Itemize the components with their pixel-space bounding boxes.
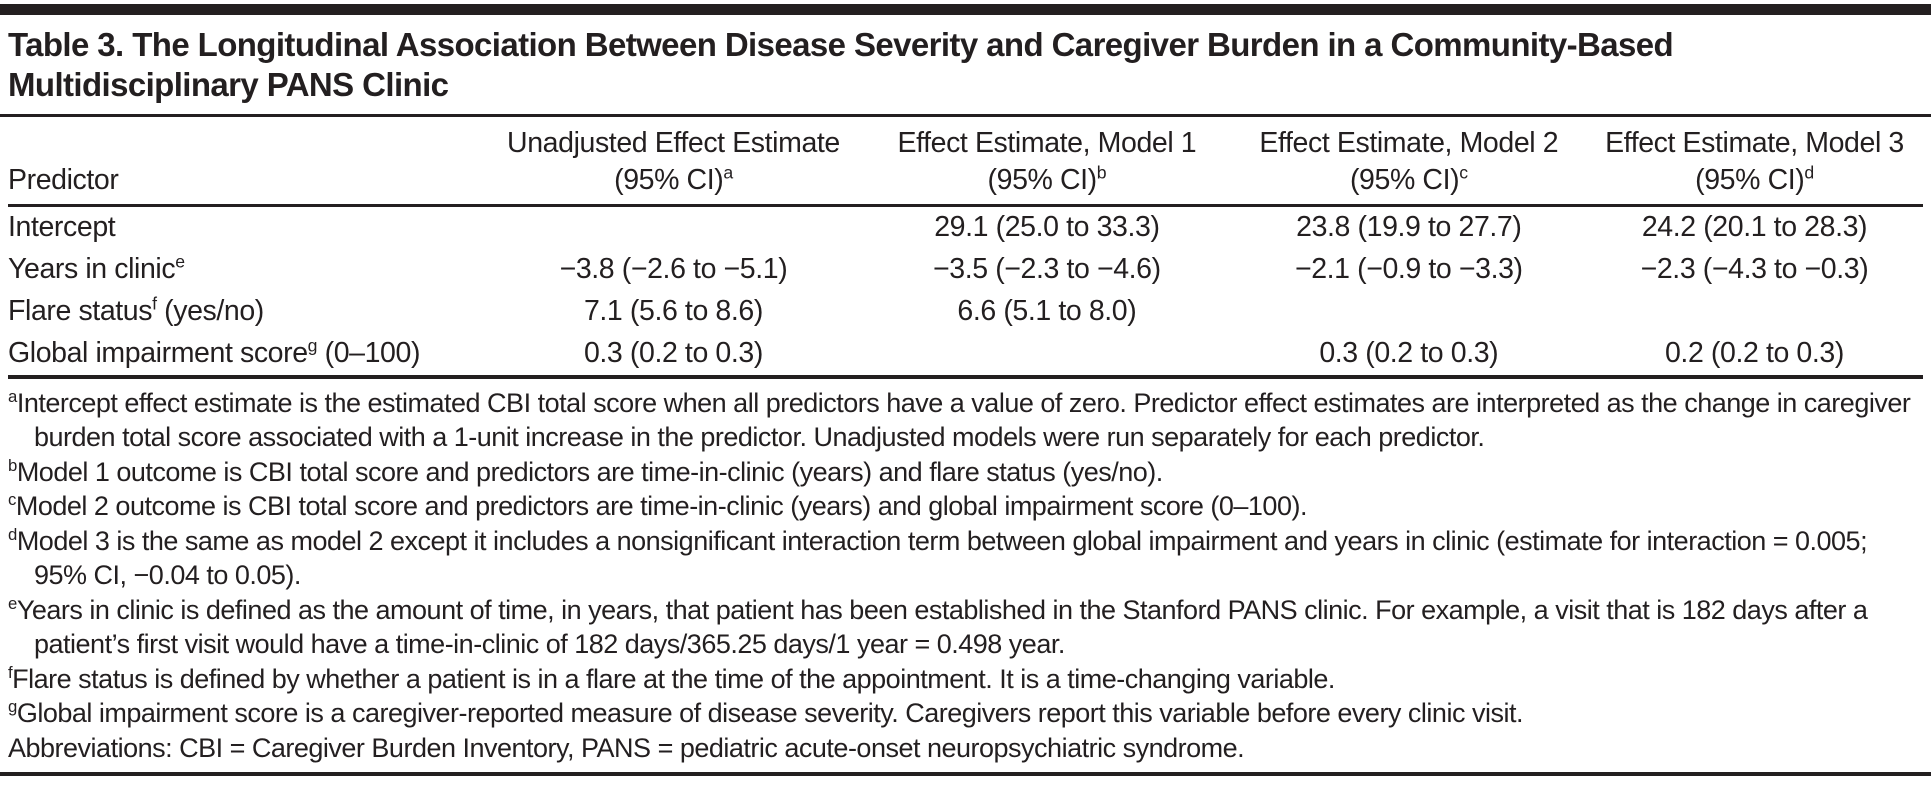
value-cell: 0.3 (0.2 to 0.3) [583,337,763,370]
table-row-flare-status: Flare statusf (yes/no) 7.1 (5.6 to 8.6) … [8,291,1923,333]
predictor-suffix: (yes/no) [156,295,264,328]
header-line2: (95% CI)b [866,162,1228,199]
footnote-text: Flare status is defined by whether a pat… [12,663,1335,694]
header-line2: (95% CI)c [1236,162,1582,199]
ci-label: (95% CI) [1695,163,1805,196]
footnote-marker-a: a [723,162,733,183]
table-row-intercept: Intercept 29.1 (25.0 to 33.3) 23.8 (19.9… [8,205,1923,249]
footnote-letter: b [8,455,17,475]
footnote-marker-e: e [175,251,185,272]
table-row-global-impairment: Global impairment scoreg (0–100) 0.3 (0.… [8,333,1923,377]
footnote-marker-g: g [307,335,318,356]
results-table: Predictor Unadjusted Effect Estimate (95… [8,117,1923,379]
predictor-header-label: Predictor [8,163,119,196]
value-cell [485,205,862,249]
header-line2: (95% CI)d [1590,162,1919,199]
footnote-f: fFlare status is defined by whether a pa… [8,662,1923,697]
title-divider [0,113,1931,117]
predictor-label: Intercept [8,211,116,244]
footnote-letter: e [8,593,17,613]
ci-label: (95% CI) [614,163,724,196]
predictor-cell: Global impairment scoreg (0–100) [8,333,485,377]
header-line2: (95% CI)a [489,162,858,199]
footnote-marker-b: b [1096,162,1107,183]
ci-label: (95% CI) [1349,163,1460,196]
value-cell: 0.2 (0.2 to 0.3) [1664,337,1844,370]
header-line1: Effect Estimate, Model 3 [1605,126,1904,159]
predictor-cell: Years in clinice [8,249,485,291]
footnote-text: Model 2 outcome is CBI total score and p… [15,491,1308,522]
value-cell [1586,291,1923,333]
bottom-rule [0,772,1931,777]
abbreviations-line: Abbreviations: CBI = Caregiver Burden In… [8,732,1245,763]
value-cell: −2.1 (−0.9 to −3.3) [1294,253,1523,286]
value-cell [1232,291,1586,333]
footnote-d: dModel 3 is the same as model 2 except i… [8,524,1923,593]
table-header: Predictor Unadjusted Effect Estimate (95… [8,117,1923,206]
footnote-text: Intercept effect estimate is the estimat… [16,387,1911,453]
table-figure: Table 3. The Longitudinal Association Be… [0,4,1931,777]
footnote-text: Model 1 outcome is CBI total score and p… [16,456,1163,487]
value-cell: 6.6 (5.1 to 8.0) [957,295,1137,328]
column-header-model2: Effect Estimate, Model 2 (95% CI)c [1232,117,1586,206]
table-title: Table 3. The Longitudinal Association Be… [8,26,1674,104]
footnote-marker-c: c [1459,162,1468,183]
footnote-text: Model 3 is the same as model 2 except it… [16,525,1868,591]
predictor-cell: Intercept [8,205,485,249]
predictor-suffix: (0–100) [317,337,421,370]
footnote-c: cModel 2 outcome is CBI total score and … [8,489,1923,524]
column-header-predictor: Predictor [8,117,485,206]
footnote-letter: g [8,697,17,717]
value-cell: 24.2 (20.1 to 28.3) [1641,211,1868,244]
footnote-text: Global impairment score is a caregiver-r… [16,698,1524,729]
footnote-marker-f: f [152,293,157,314]
predictor-cell: Flare statusf (yes/no) [8,291,485,333]
top-rule [0,4,1931,15]
column-header-model3: Effect Estimate, Model 3 (95% CI)d [1586,117,1923,206]
predictor-label: Years in clinic [8,253,176,286]
predictor-label: Flare status [8,295,153,328]
footnote-letter: d [8,524,17,544]
footnote-b: bModel 1 outcome is CBI total score and … [8,455,1923,490]
footnote-a: aIntercept effect estimate is the estima… [8,386,1923,455]
predictor-label: Global impairment score [8,337,308,370]
value-cell [862,333,1232,377]
column-header-unadjusted: Unadjusted Effect Estimate (95% CI)a [485,117,862,206]
ci-label: (95% CI) [987,163,1098,196]
table-body: Intercept 29.1 (25.0 to 33.3) 23.8 (19.9… [8,205,1923,377]
footnote-marker-d: d [1804,162,1814,183]
footnotes-section: aIntercept effect estimate is the estima… [8,386,1923,766]
table-row-years-in-clinic: Years in clinice −3.8 (−2.6 to −5.1) −3.… [8,249,1923,291]
footnote-e: eYears in clinic is defined as the amoun… [8,593,1923,662]
value-cell: −2.3 (−4.3 to −0.3) [1640,253,1869,286]
header-line1: Unadjusted Effect Estimate [507,126,840,159]
value-cell: 29.1 (25.0 to 33.3) [934,211,1160,244]
footnote-g: gGlobal impairment score is a caregiver-… [8,696,1923,731]
footnote-letter: c [8,490,16,510]
value-cell: 0.3 (0.2 to 0.3) [1319,337,1499,370]
footnote-text: Years in clinic is defined as the amount… [16,594,1868,660]
column-header-model1: Effect Estimate, Model 1 (95% CI)b [862,117,1232,206]
footnote-letter: a [8,386,17,406]
value-cell: −3.8 (−2.6 to −5.1) [559,253,788,286]
header-line1: Effect Estimate, Model 1 [897,126,1197,159]
header-row: Predictor Unadjusted Effect Estimate (95… [8,117,1923,206]
value-cell: 7.1 (5.6 to 8.6) [583,295,763,328]
value-cell: 23.8 (19.9 to 27.7) [1296,211,1522,244]
header-line1: Effect Estimate, Model 2 [1259,126,1559,159]
value-cell: −3.5 (−2.3 to −4.6) [933,253,1161,286]
footnote-letter: f [8,662,13,682]
